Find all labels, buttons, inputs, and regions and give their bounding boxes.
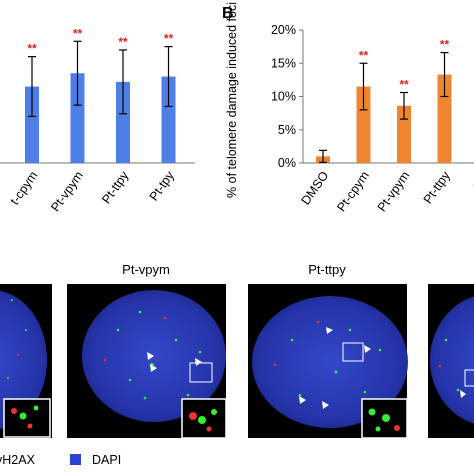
microscopy-row: Pt-vpym Pt-ttpy xyxy=(0,262,474,439)
image-label-pt-vpym: Pt-vpym xyxy=(122,262,170,277)
chart-b-tick-label-pt-cpym: Pt-cpym xyxy=(334,169,372,215)
chart-a-significance-pt-cpym: ** xyxy=(27,42,37,56)
chart-b-bar-pt-cpym xyxy=(356,86,371,163)
panel-b-letter: B xyxy=(222,5,234,22)
chart-b-tick-label-pt-vpym: Pt-vpym xyxy=(375,169,413,215)
chart-b-tick-label-dmso: DMSO xyxy=(298,168,331,207)
chart-b-y-tick-label: 5% xyxy=(278,123,296,137)
legend-swatch-dapi xyxy=(70,454,81,465)
chart-b-y-axis-label: % of telomere damage induced foci xyxy=(225,2,239,198)
chart-a-significance-pt-vpym: ** xyxy=(73,26,83,40)
chart-b-significance-pt-vpym: ** xyxy=(399,78,409,92)
chart-a-tick-label-pt-ttpy: Pt-ttpy xyxy=(99,168,132,206)
microscopy-image-1 xyxy=(0,284,52,438)
chart-a-significance-pt-tpy: ** xyxy=(164,32,174,46)
chart-a-tick-label-pt-cpym: t-cpym xyxy=(7,169,40,208)
microscopy-image-pt-ttpy xyxy=(248,284,408,439)
chart-a-bar-pt-cpym xyxy=(25,86,39,163)
image-label-pt-ttpy: Pt-ttpy xyxy=(308,262,346,277)
chart-a: ** ** ** ** t-cpym Pt-vpym Pt-ttpy Pt-tpy xyxy=(0,26,195,214)
chart-b-y-tick-label: 15% xyxy=(271,56,296,70)
legend-item-gamma-h2ax: γH2AX xyxy=(0,453,36,467)
microscopy-image-pt-vpym xyxy=(67,284,227,439)
chart-b-y-tick-label: 0% xyxy=(278,156,296,170)
chart-b-significance-pt-cpym: ** xyxy=(359,48,369,62)
legend-item-dapi: DAPI xyxy=(92,453,121,467)
legend: γH2AX DAPI xyxy=(0,453,121,467)
chart-b-y-tick-label: 20% xyxy=(271,23,296,37)
chart-a-bar-pt-tpy xyxy=(161,76,176,163)
chart-a-bar-pt-ttpy xyxy=(116,81,130,163)
chart-a-bar-pt-vpym xyxy=(70,73,85,163)
microscopy-image-4 xyxy=(428,284,474,438)
chart-a-tick-label-pt-tpy: Pt-tpy xyxy=(147,168,178,203)
chart-a-tick-label-pt-vpym: Pt-vpym xyxy=(48,169,86,215)
chart-b-y-tick-label: 10% xyxy=(271,90,296,104)
chart-b: B % of telomere damage induced foci 0% 5%… xyxy=(222,2,474,214)
chart-b-bar-pt-vpym xyxy=(397,105,411,163)
chart-b-significance-pt-ttpy: ** xyxy=(440,38,450,52)
chart-b-tick-label-pt-ttpy: Pt-ttpy xyxy=(421,168,454,206)
chart-a-significance-pt-ttpy: ** xyxy=(118,35,128,49)
